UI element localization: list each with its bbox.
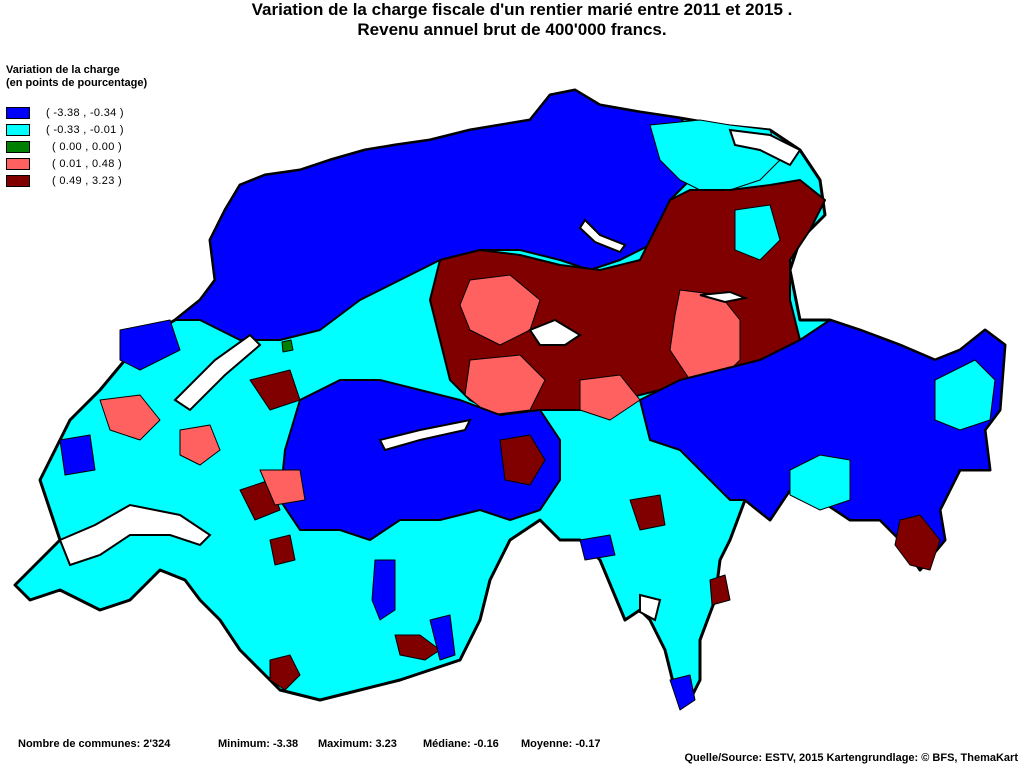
region-valais-darkred-2 (394, 634, 441, 661)
region-west-mixed-lightred-1 (99, 394, 161, 441)
legend: Variation de la charge (en points de pou… (6, 64, 147, 189)
region-ticino-darkred (629, 494, 666, 531)
stat-communes: Nombre de communes: 2'324 (18, 738, 171, 750)
commune-green (281, 339, 294, 353)
legend-label: ( -0.33 , -0.01 ) (46, 123, 124, 136)
stat-maximum: Maximum: 3.23 (318, 738, 397, 750)
legend-label: ( 0.01 , 0.48 ) (52, 157, 122, 170)
region-stgallen-cyan (734, 204, 781, 261)
lake-thun-brienz (378, 418, 472, 452)
region-valais-blue-2 (429, 614, 456, 661)
region-west-mixed-lightred-3 (259, 469, 306, 506)
legend-item: ( -3.38 , -0.34 ) (6, 104, 147, 121)
region-graubuenden-cyan-south (789, 454, 851, 511)
stat-mean: Moyenne: -0.17 (521, 738, 601, 750)
region-west-mixed-blue-2 (119, 319, 181, 371)
lake-lucerne (528, 318, 582, 346)
legend-item: ( 0.49 , 3.23 ) (6, 172, 147, 189)
legend-swatch-lightred (6, 157, 30, 170)
map-title-line1: Variation de la charge fiscale d'un rent… (251, 0, 793, 19)
lake-neuchatel (173, 333, 262, 412)
region-valais-blue-1 (371, 559, 396, 621)
map-title: Variation de la charge fiscale d'un rent… (0, 0, 1024, 40)
legend-swatch-blue (6, 106, 30, 119)
region-valais-darkred-3 (269, 534, 296, 566)
stat-median: Médiane: -0.16 (423, 738, 499, 750)
summary-stats: Nombre de communes: 2'324 Minimum: -3.38… (18, 738, 600, 750)
legend-swatch-green (6, 140, 30, 153)
region-ticino-blue-2 (579, 534, 616, 561)
legend-swatch-cyan (6, 123, 30, 136)
map-title-line2: Revenu annuel brut de 400'000 francs. (357, 20, 667, 39)
region-ticino-darkred-2 (709, 574, 731, 606)
region-bern-darkred (499, 434, 546, 486)
region-engadin-cyan (934, 359, 996, 431)
lake-walensee (699, 290, 749, 304)
region-west-mixed-lightred-2 (179, 424, 221, 466)
legend-item: ( 0.00 , 0.00 ) (6, 138, 147, 155)
legend-item: ( 0.01 , 0.48 ) (6, 155, 147, 172)
legend-label: ( -3.38 , -0.34 ) (46, 106, 124, 119)
region-valais-darkred-1 (269, 654, 301, 691)
region-fribourg-darkred (249, 369, 301, 411)
region-central-lightred-3 (464, 354, 546, 416)
legend-label: ( 0.00 , 0.00 ) (52, 140, 122, 153)
legend-item: ( -0.33 , -0.01 ) (6, 121, 147, 138)
source-credit: Quelle/Source: ESTV, 2015 Kartengrundlag… (684, 752, 1018, 764)
region-west-mixed-blue-1 (59, 434, 96, 476)
lake-maggiore (639, 593, 662, 622)
legend-label: ( 0.49 , 3.23 ) (52, 174, 122, 187)
legend-title-line1: Variation de la charge (6, 64, 120, 76)
region-bern-blue (279, 379, 561, 541)
region-central-lightred-2 (459, 274, 541, 346)
lake-constance (728, 128, 802, 167)
region-ticino-blue (669, 674, 696, 711)
region-central-lightred-4 (579, 374, 641, 421)
legend-title-line2: (en points de pourcentage) (6, 77, 148, 89)
lake-geneva (58, 503, 212, 567)
region-graubuenden-blue (639, 319, 1006, 571)
stat-minimum: Minimum: -3.38 (218, 738, 299, 750)
region-poschiavo-darkred (894, 514, 941, 571)
legend-swatch-darkred (6, 174, 30, 187)
lake-zurich (578, 218, 627, 254)
